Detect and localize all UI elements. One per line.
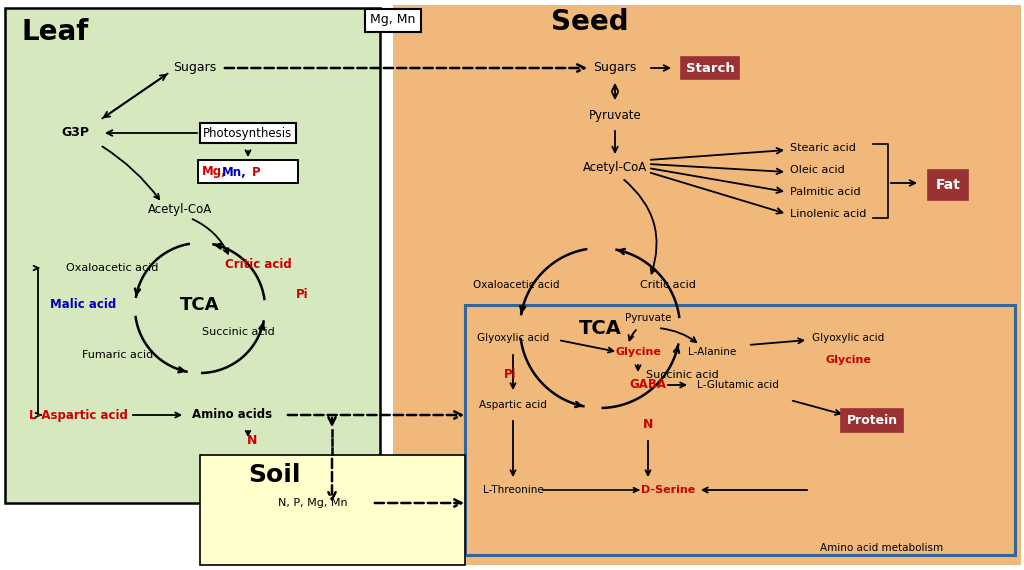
Text: L-Glutamic acid: L-Glutamic acid: [697, 380, 779, 390]
Text: Seed: Seed: [551, 8, 629, 36]
Text: Mg, Mn: Mg, Mn: [371, 14, 416, 26]
Text: Malic acid: Malic acid: [50, 299, 116, 311]
Text: Aspartic acid: Aspartic acid: [479, 400, 547, 410]
FancyBboxPatch shape: [5, 8, 380, 503]
Text: Leaf: Leaf: [22, 18, 89, 46]
Text: Succinic acid: Succinic acid: [645, 370, 719, 380]
Text: Amino acid metabolism: Amino acid metabolism: [820, 543, 943, 553]
Text: Stearic acid: Stearic acid: [790, 143, 856, 153]
Text: P: P: [252, 165, 260, 178]
Text: Glycine: Glycine: [825, 355, 871, 365]
Text: Critic acid: Critic acid: [224, 259, 292, 271]
Text: GABA: GABA: [630, 378, 667, 392]
Text: Glyoxylic acid: Glyoxylic acid: [477, 333, 549, 343]
FancyBboxPatch shape: [198, 160, 298, 183]
Text: Linolenic acid: Linolenic acid: [790, 209, 866, 219]
Text: Photosynthesis: Photosynthesis: [204, 127, 293, 140]
Text: TCA: TCA: [180, 296, 220, 314]
FancyBboxPatch shape: [393, 5, 1021, 565]
Text: D-Serine: D-Serine: [641, 485, 695, 495]
Text: Oxaloacetic acid: Oxaloacetic acid: [473, 280, 559, 290]
Text: Sugars: Sugars: [173, 62, 217, 75]
Text: Amino acids: Amino acids: [191, 409, 272, 421]
Text: Glyoxylic acid: Glyoxylic acid: [812, 333, 884, 343]
Text: Acetyl-CoA: Acetyl-CoA: [147, 203, 212, 217]
Text: Critic acid: Critic acid: [640, 280, 696, 290]
Text: Pyruvate: Pyruvate: [589, 108, 641, 121]
Text: Succinic acid: Succinic acid: [202, 327, 274, 337]
Text: Acetyl-CoA: Acetyl-CoA: [583, 161, 647, 174]
Text: Oleic acid: Oleic acid: [790, 165, 845, 175]
Text: Protein: Protein: [847, 413, 898, 426]
Text: Glycine: Glycine: [615, 347, 660, 357]
Text: Mg,: Mg,: [202, 165, 226, 178]
FancyBboxPatch shape: [465, 305, 1015, 555]
Text: Mn,: Mn,: [221, 165, 247, 178]
Text: G3P: G3P: [61, 127, 89, 140]
Text: N, P, Mg, Mn: N, P, Mg, Mn: [279, 498, 348, 508]
Text: Fat: Fat: [936, 178, 961, 192]
Text: Soil: Soil: [248, 463, 300, 487]
Text: TCA: TCA: [579, 319, 622, 337]
Text: Sugars: Sugars: [593, 62, 637, 75]
Text: Oxaloacetic acid: Oxaloacetic acid: [66, 263, 158, 273]
Text: Starch: Starch: [686, 62, 734, 75]
Text: Palmitic acid: Palmitic acid: [790, 187, 860, 197]
Text: Pi: Pi: [296, 288, 308, 302]
Text: L-Aspartic acid: L-Aspartic acid: [29, 409, 127, 421]
Text: Fumaric acid: Fumaric acid: [82, 350, 154, 360]
Text: N: N: [247, 434, 257, 446]
Text: L-Alanine: L-Alanine: [688, 347, 736, 357]
FancyBboxPatch shape: [200, 455, 465, 565]
Text: Pyruvate: Pyruvate: [625, 313, 671, 323]
Text: Pi: Pi: [504, 368, 516, 381]
Text: L-Threonine: L-Threonine: [482, 485, 544, 495]
Text: N: N: [643, 418, 653, 431]
